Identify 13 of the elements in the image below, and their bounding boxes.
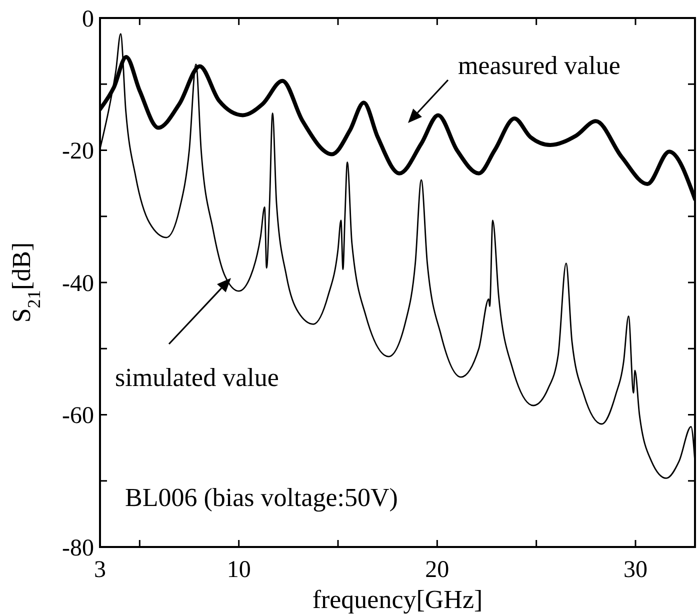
x-axis-title: frequency[GHz] [312,585,483,614]
annotation: measured value [458,51,620,80]
x-tick-label: 10 [226,557,251,583]
y-tick-label: -20 [62,138,94,165]
annotation: simulated value [115,363,279,392]
x-tick-label: 30 [624,557,648,583]
annotation: BL006 (bias voltage:50V) [125,483,398,512]
y-tick-label: -80 [62,535,94,562]
y-tick-label: -40 [62,270,94,297]
x-tick-label: 3 [94,557,106,583]
x-tick-label: 20 [425,557,450,583]
y-tick-label: 0 [82,6,94,32]
y-tick-label: -60 [62,403,94,430]
